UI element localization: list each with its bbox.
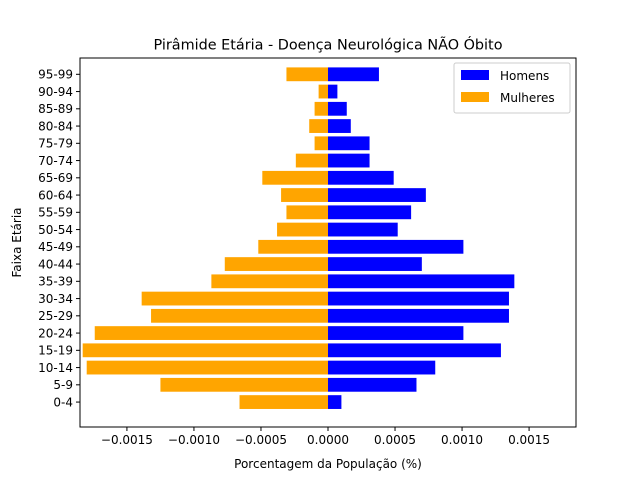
bar-homens-10-14 (328, 360, 436, 375)
bar-mulheres-20-24 (94, 326, 329, 340)
y-tick-label: 95-99 (38, 68, 73, 82)
bar-homens-45-49 (328, 239, 464, 254)
bar-homens-35-39 (328, 274, 515, 289)
bar-homens-80-84 (328, 119, 351, 133)
y-tick-label: 55-59 (38, 206, 73, 220)
y-tick-label: 30-34 (38, 292, 73, 306)
bar-mulheres-80-84 (309, 119, 328, 133)
bar-mulheres-70-74 (295, 153, 328, 168)
bar-homens-25-29 (328, 308, 509, 323)
bar-homens-20-24 (328, 326, 464, 340)
y-tick-label: 60-64 (38, 188, 73, 202)
bars-layer (82, 67, 515, 409)
bar-homens-95-99 (328, 67, 379, 82)
y-tick-label: 35-39 (38, 275, 73, 289)
bar-homens-0-4 (328, 395, 342, 409)
x-tick-label: −0.0015 (101, 433, 153, 447)
bar-mulheres-55-59 (286, 205, 328, 220)
x-tick-label: −0.0010 (168, 433, 220, 447)
bar-mulheres-90-94 (318, 84, 328, 99)
y-tick-label: 85-89 (38, 102, 73, 116)
bar-homens-50-54 (328, 222, 398, 237)
x-axis-label: Porcentagem da População (%) (234, 457, 422, 471)
bar-mulheres-5-9 (160, 377, 328, 392)
bar-mulheres-65-69 (262, 170, 328, 185)
y-axis-label: Faixa Etária (10, 207, 24, 277)
bar-mulheres-60-64 (281, 188, 328, 202)
y-axis-ticks: 0-4 5-9 10-14 15-19 20-24 25-29 30-34 35-39 40-4… (38, 68, 80, 409)
y-tick-label: 45-49 (38, 240, 73, 254)
y-tick-label: 65-69 (38, 171, 73, 185)
bar-mulheres-30-34 (141, 291, 328, 306)
bar-homens-40-44 (328, 257, 422, 271)
legend: Homens Mulheres (453, 62, 571, 114)
bar-mulheres-85-89 (314, 101, 328, 116)
bar-mulheres-10-14 (86, 360, 329, 375)
legend-label-mulheres: Mulheres (500, 91, 555, 105)
bar-homens-70-74 (328, 153, 370, 168)
y-tick-label: 10-14 (38, 361, 73, 375)
x-tick-label: 0.0010 (441, 433, 483, 447)
y-tick-label: 0-4 (53, 395, 73, 409)
y-tick-label: 90-94 (38, 85, 73, 99)
bar-mulheres-35-39 (211, 274, 328, 289)
y-tick-label: 75-79 (38, 137, 73, 151)
bar-mulheres-75-79 (314, 136, 328, 151)
chart-title: Pirâmide Etária - Doença Neurológica NÃO… (153, 36, 502, 54)
y-tick-label: 20-24 (38, 326, 73, 340)
bar-homens-75-79 (328, 136, 370, 151)
bar-homens-5-9 (328, 377, 417, 392)
legend-swatch-mulheres (461, 92, 489, 102)
bar-mulheres-0-4 (239, 395, 328, 409)
y-tick-label: 25-29 (38, 309, 73, 323)
x-tick-label: 0.0005 (374, 433, 416, 447)
bar-homens-65-69 (328, 170, 394, 185)
bar-homens-15-19 (328, 343, 501, 358)
x-tick-label: −0.0005 (235, 433, 287, 447)
bar-mulheres-40-44 (224, 257, 328, 271)
bar-homens-85-89 (328, 101, 347, 116)
y-tick-label: 80-84 (38, 119, 73, 133)
y-tick-label: 70-74 (38, 154, 73, 168)
y-tick-label: 5-9 (53, 378, 73, 392)
x-tick-label: 0.0015 (508, 433, 550, 447)
y-tick-label: 40-44 (38, 257, 73, 271)
bar-mulheres-50-54 (277, 222, 328, 237)
y-tick-label: 50-54 (38, 223, 73, 237)
x-axis-ticks: −0.0015 −0.0010 −0.0005 0.0000 0.0005 0.0010 0… (101, 427, 550, 447)
x-tick-label: 0.0000 (307, 433, 349, 447)
bar-homens-90-94 (328, 84, 338, 99)
bar-mulheres-95-99 (286, 67, 328, 82)
legend-label-homens: Homens (500, 69, 549, 83)
bar-homens-60-64 (328, 188, 426, 202)
bar-mulheres-15-19 (82, 343, 328, 358)
bar-homens-55-59 (328, 205, 412, 220)
bar-mulheres-25-29 (151, 308, 328, 323)
legend-swatch-homens (461, 70, 489, 80)
y-tick-label: 15-19 (38, 344, 73, 358)
bar-mulheres-45-49 (258, 239, 328, 254)
bar-homens-30-34 (328, 291, 509, 306)
